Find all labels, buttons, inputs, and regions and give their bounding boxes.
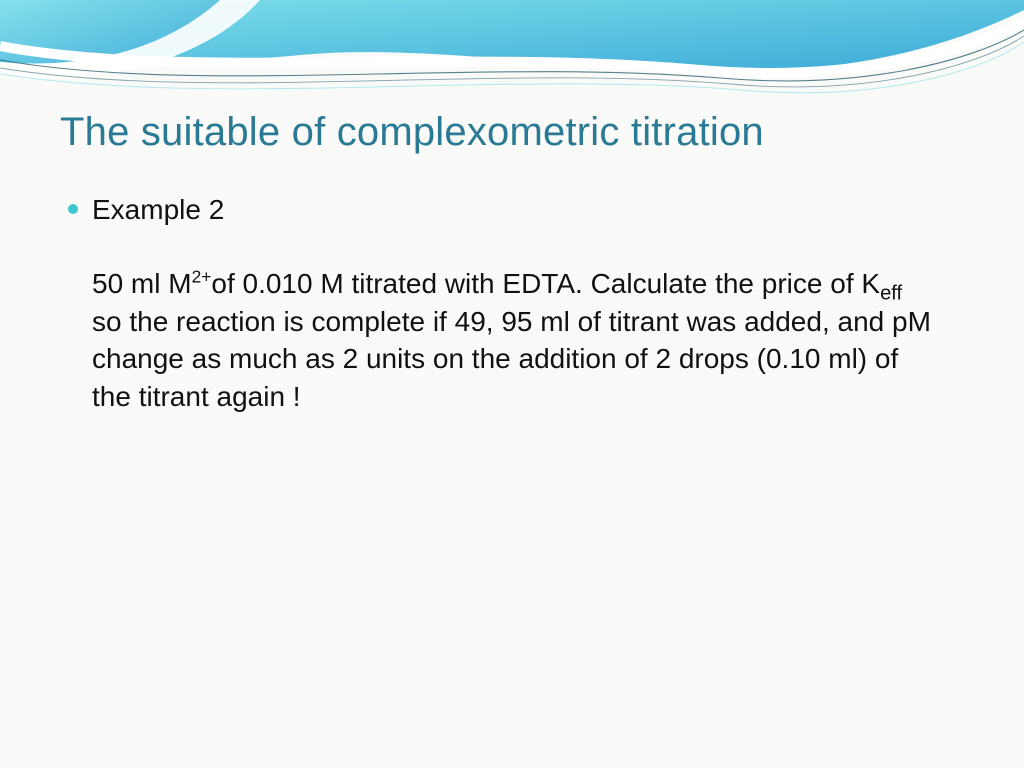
bullet-icon (68, 204, 78, 214)
slide-content: The suitable of complexometric titration… (60, 110, 964, 416)
bullet-item: Example 2 (68, 191, 964, 229)
body-sub: eff (880, 282, 902, 304)
body-post: so the reaction is complete if 49, 95 ml… (92, 306, 931, 413)
slide-title: The suitable of complexometric titration (60, 110, 964, 155)
bullet-label: Example 2 (92, 191, 224, 229)
slide-body: 50 ml M2+of 0.010 M titrated with EDTA. … (92, 265, 932, 416)
body-mid: of 0.010 M titrated with EDTA. Calculate… (211, 268, 880, 299)
body-pre: 50 ml M (92, 268, 192, 299)
body-sup: 2+ (192, 266, 212, 286)
